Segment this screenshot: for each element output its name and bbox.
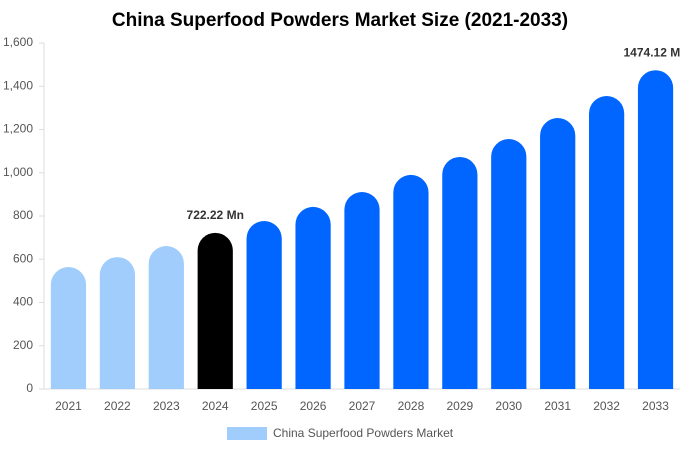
y-tick-label: 1,000 <box>3 165 33 179</box>
x-tick-label: 2033 <box>642 399 669 413</box>
x-tick-label: 2022 <box>104 399 131 413</box>
bar <box>637 70 674 389</box>
bar <box>99 257 135 389</box>
bar <box>393 174 429 389</box>
x-tick-label: 2021 <box>55 399 82 413</box>
bar <box>589 95 625 390</box>
x-tick-label: 2024 <box>202 399 229 413</box>
bar <box>50 267 87 389</box>
y-tick-label: 0 <box>26 381 33 395</box>
bar <box>197 232 233 389</box>
y-tick-label: 800 <box>13 208 33 222</box>
bar <box>540 118 576 389</box>
bar <box>491 139 527 389</box>
y-tick-label: 1,600 <box>3 35 33 49</box>
x-tick-label: 2025 <box>251 399 278 413</box>
x-tick-label: 2029 <box>446 399 473 413</box>
value-label: 1474.12 Mn <box>624 45 680 59</box>
y-tick-label: 200 <box>13 338 33 352</box>
x-tick-label: 2030 <box>495 399 522 413</box>
legend-label: China Superfood Powders Market <box>273 426 454 440</box>
x-tick-label: 2032 <box>593 399 620 413</box>
x-tick-label: 2023 <box>153 399 180 413</box>
bar <box>148 246 184 389</box>
bar <box>295 206 331 389</box>
x-tick-label: 2031 <box>544 399 571 413</box>
y-tick-label: 1,400 <box>3 78 33 92</box>
y-tick-label: 400 <box>13 295 33 309</box>
y-tick-label: 600 <box>13 251 33 265</box>
x-tick-label: 2026 <box>300 399 327 413</box>
value-label: 722.22 Mn <box>187 208 244 222</box>
chart-title: China Superfood Powders Market Size (202… <box>112 10 568 31</box>
x-tick-label: 2028 <box>398 399 425 413</box>
bar <box>344 191 380 389</box>
x-tick-label: 2027 <box>349 399 376 413</box>
legend-swatch <box>227 427 267 440</box>
bar <box>246 220 282 389</box>
bar <box>442 156 478 389</box>
y-tick-label: 1,200 <box>3 122 33 136</box>
